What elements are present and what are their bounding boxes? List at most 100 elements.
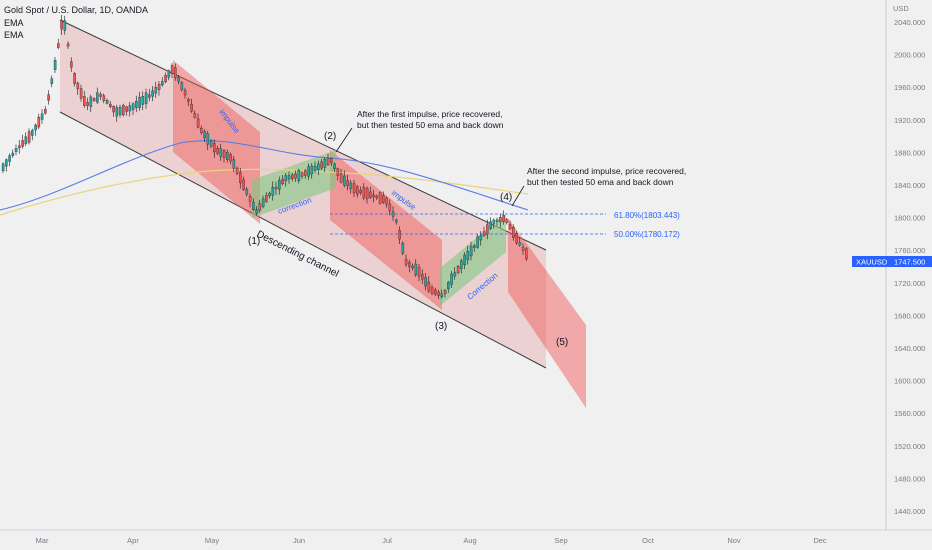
candle-body[interactable] [310,165,314,175]
candle-body[interactable] [105,100,109,104]
candle-body[interactable] [404,259,408,265]
candle-body[interactable] [183,90,187,96]
candle-body[interactable] [375,195,379,199]
candle-body[interactable] [499,217,502,223]
candle-body[interactable] [11,152,15,156]
candle-body[interactable] [430,287,434,294]
candle-body[interactable] [300,172,304,177]
candle-body[interactable] [417,267,421,277]
candle-body[interactable] [362,187,366,199]
candle-body[interactable] [5,159,8,167]
candle-body[interactable] [512,227,515,238]
candle-body[interactable] [343,175,346,186]
candle-body[interactable] [190,104,193,112]
candle-body[interactable] [434,289,437,295]
candle-body[interactable] [304,170,307,176]
ema-legend-1[interactable]: EMA [4,18,24,28]
candle-body[interactable] [102,95,106,101]
candle-body[interactable] [79,88,83,99]
candle-body[interactable] [213,143,216,153]
candle-body[interactable] [482,231,486,236]
candle-body[interactable] [63,20,67,31]
candle-body[interactable] [450,273,453,285]
candle-body[interactable] [50,78,54,84]
candle-body[interactable] [40,113,44,120]
candle-body[interactable] [174,67,177,78]
candle-body[interactable] [44,109,47,114]
candle-body[interactable] [359,189,362,194]
candle-body[interactable] [14,148,18,152]
candle-body[interactable] [395,219,398,223]
candle-body[interactable] [330,158,333,163]
candle-body[interactable] [252,202,255,210]
candle-body[interactable] [86,102,89,106]
candle-body[interactable] [161,81,164,86]
candle-body[interactable] [144,92,148,104]
candle-body[interactable] [492,219,496,224]
candle-body[interactable] [401,243,405,254]
candle-body[interactable] [99,93,102,97]
candle-body[interactable] [479,235,483,241]
candle-body[interactable] [92,98,96,101]
candle-body[interactable] [157,84,161,90]
candle-body[interactable] [258,203,262,211]
candle-body[interactable] [385,197,388,205]
candle-body[interactable] [235,167,239,174]
candle-body[interactable] [66,43,70,47]
candle-body[interactable] [96,92,99,103]
candle-body[interactable] [489,221,492,229]
symbol-title[interactable]: Gold Spot / U.S. Dollar, 1D, OANDA [4,5,149,15]
candle-body[interactable] [460,260,463,269]
candle-body[interactable] [268,192,271,197]
candle-body[interactable] [167,70,171,78]
candle-body[interactable] [34,124,37,131]
candle-body[interactable] [356,186,359,195]
candle-body[interactable] [515,233,518,244]
candle-body[interactable] [180,82,184,90]
candle-body[interactable] [148,94,151,98]
candle-body[interactable] [226,152,229,160]
candle-body[interactable] [151,90,154,97]
candle-body[interactable] [466,250,470,261]
candle-body[interactable] [469,245,473,257]
candle-body[interactable] [135,101,138,108]
candle-body[interactable] [297,170,301,181]
candle-body[interactable] [447,282,450,289]
candle-body[interactable] [313,166,317,171]
candle-body[interactable] [274,186,278,190]
last-price-tag[interactable] [852,256,932,267]
candle-body[interactable] [424,277,427,287]
candle-body[interactable] [200,127,203,133]
candle-body[interactable] [307,166,310,177]
candle-body[interactable] [333,163,336,169]
candle-body[interactable] [294,173,297,179]
candle-body[interactable] [291,174,294,180]
candle-body[interactable] [187,98,190,102]
candle-body[interactable] [170,65,174,74]
candle-body[interactable] [408,262,411,267]
candle-body[interactable] [27,131,31,143]
candle-body[interactable] [261,198,265,207]
candle-body[interactable] [89,96,93,107]
candle-body[interactable] [47,94,50,101]
candle-body[interactable] [495,219,499,222]
candle-body[interactable] [317,163,320,170]
candle-body[interactable] [281,178,284,185]
candle-body[interactable] [177,77,180,82]
candle-body[interactable] [508,224,512,230]
candle-body[interactable] [8,155,11,162]
candle-body[interactable] [83,96,86,106]
candle-body[interactable] [382,195,385,203]
candle-body[interactable] [70,61,73,68]
candle-body[interactable] [164,75,167,83]
candle-body[interactable] [486,224,489,235]
candle-body[interactable] [473,245,476,248]
candle-body[interactable] [18,145,21,149]
candle-body[interactable] [138,96,141,108]
candle-body[interactable] [287,175,291,180]
candle-body[interactable] [388,203,392,212]
candle-body[interactable] [271,187,275,196]
candle-body[interactable] [349,182,353,189]
time-axis[interactable] [0,530,932,550]
